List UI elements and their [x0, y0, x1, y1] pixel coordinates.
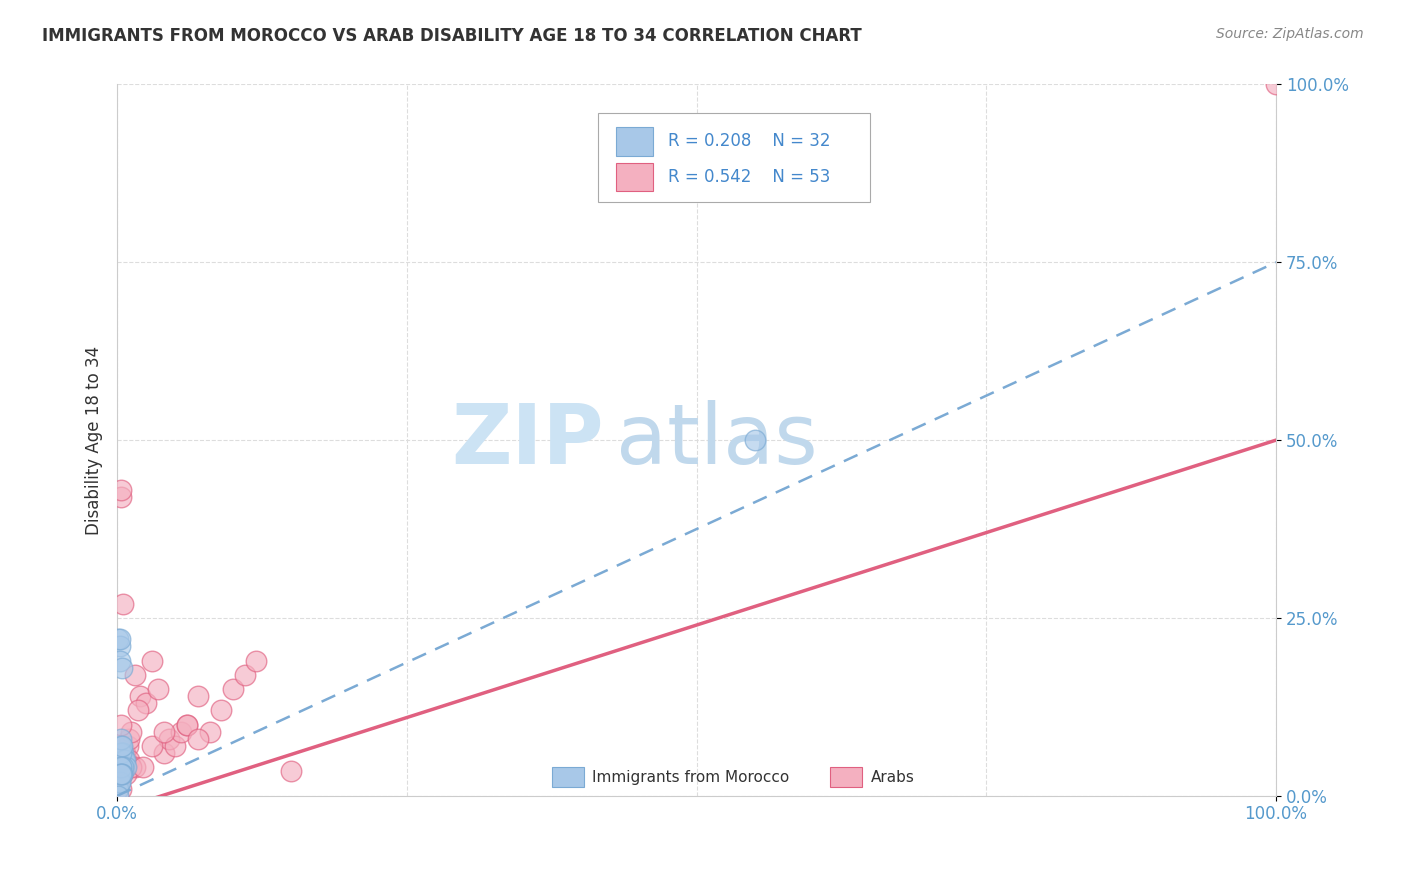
- Point: [245, 654, 267, 668]
- Point: [115, 767, 138, 781]
- Point: [117, 739, 139, 753]
- Point: [107, 781, 129, 796]
- Point: [110, 483, 132, 497]
- Point: [120, 724, 142, 739]
- Text: R = 0.208    N = 32: R = 0.208 N = 32: [668, 132, 830, 151]
- Point: [222, 681, 245, 696]
- Point: [129, 689, 152, 703]
- Point: [111, 760, 134, 774]
- Point: [111, 661, 134, 675]
- Point: [124, 668, 146, 682]
- Point: [110, 760, 132, 774]
- Point: [111, 753, 134, 767]
- Point: [111, 760, 134, 774]
- Point: [108, 774, 131, 789]
- Point: [112, 753, 135, 767]
- Text: atlas: atlas: [616, 400, 817, 481]
- Text: Source: ZipAtlas.com: Source: ZipAtlas.com: [1216, 27, 1364, 41]
- Point: [112, 760, 135, 774]
- FancyBboxPatch shape: [598, 113, 870, 202]
- Point: [110, 764, 132, 778]
- Point: [120, 760, 142, 774]
- Point: [280, 764, 302, 778]
- Point: [107, 767, 129, 781]
- Point: [146, 681, 169, 696]
- Point: [110, 767, 132, 781]
- Point: [152, 724, 174, 739]
- Point: [170, 724, 193, 739]
- Point: [110, 767, 132, 781]
- Text: Immigrants from Morocco: Immigrants from Morocco: [592, 771, 790, 786]
- Point: [152, 746, 174, 760]
- Point: [108, 654, 131, 668]
- Text: ZIP: ZIP: [451, 400, 605, 481]
- Point: [110, 717, 132, 731]
- Point: [111, 760, 134, 774]
- Point: [108, 640, 131, 654]
- Point: [108, 767, 131, 781]
- Point: [198, 724, 221, 739]
- FancyBboxPatch shape: [616, 128, 652, 155]
- Point: [110, 731, 132, 746]
- Point: [111, 767, 134, 781]
- Text: R = 0.542    N = 53: R = 0.542 N = 53: [668, 168, 830, 186]
- Point: [115, 760, 138, 774]
- Point: [135, 696, 157, 710]
- Point: [108, 767, 131, 781]
- Point: [110, 490, 132, 504]
- Point: [108, 739, 131, 753]
- Point: [111, 767, 134, 781]
- Point: [110, 760, 132, 774]
- FancyBboxPatch shape: [551, 766, 585, 787]
- Point: [1265, 78, 1288, 92]
- Point: [108, 767, 131, 781]
- Point: [141, 654, 163, 668]
- Point: [110, 739, 132, 753]
- Point: [157, 731, 180, 746]
- Point: [114, 746, 136, 760]
- Point: [111, 746, 134, 760]
- Point: [233, 668, 256, 682]
- Point: [112, 764, 135, 778]
- Point: [118, 731, 141, 746]
- Point: [111, 760, 134, 774]
- Point: [118, 753, 141, 767]
- Point: [108, 774, 131, 789]
- Point: [110, 753, 132, 767]
- Point: [211, 703, 233, 717]
- Point: [111, 739, 134, 753]
- Point: [187, 731, 209, 746]
- Point: [114, 753, 136, 767]
- Text: Arabs: Arabs: [870, 771, 914, 786]
- Point: [124, 760, 146, 774]
- Point: [110, 781, 132, 796]
- Point: [108, 760, 131, 774]
- Point: [165, 739, 187, 753]
- Point: [176, 717, 198, 731]
- Point: [131, 760, 153, 774]
- Point: [744, 433, 766, 447]
- Point: [108, 632, 131, 647]
- Point: [127, 703, 149, 717]
- Point: [107, 632, 129, 647]
- Point: [110, 746, 132, 760]
- Point: [141, 739, 163, 753]
- Point: [111, 746, 134, 760]
- Point: [108, 753, 131, 767]
- Point: [111, 753, 134, 767]
- Point: [111, 746, 134, 760]
- Text: IMMIGRANTS FROM MOROCCO VS ARAB DISABILITY AGE 18 TO 34 CORRELATION CHART: IMMIGRANTS FROM MOROCCO VS ARAB DISABILI…: [42, 27, 862, 45]
- Point: [111, 597, 134, 611]
- Point: [111, 767, 134, 781]
- FancyBboxPatch shape: [830, 766, 862, 787]
- Point: [176, 717, 198, 731]
- Point: [115, 753, 138, 767]
- Point: [114, 753, 136, 767]
- Point: [112, 746, 135, 760]
- Y-axis label: Disability Age 18 to 34: Disability Age 18 to 34: [86, 345, 103, 534]
- Point: [107, 789, 129, 803]
- Point: [107, 774, 129, 789]
- Point: [187, 689, 209, 703]
- FancyBboxPatch shape: [616, 162, 652, 191]
